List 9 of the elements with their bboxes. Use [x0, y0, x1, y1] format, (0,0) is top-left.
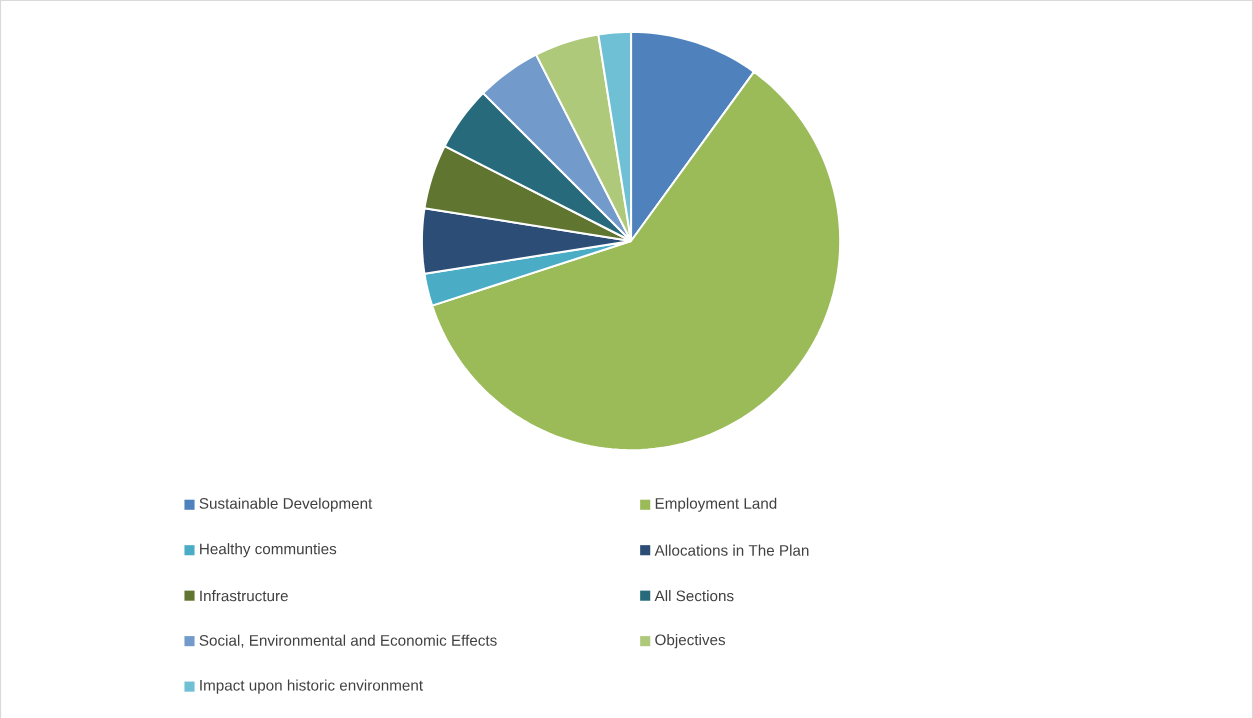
legend-label: Impact upon historic environment [200, 679, 423, 694]
legend-label: Sustainable Development [199, 497, 373, 512]
legend-label: Employment Land [655, 497, 777, 512]
legend-label: Infrastructure [200, 589, 288, 602]
legend-label: Healthy communties [200, 542, 337, 558]
legend-label: Allocations in The Plan [654, 544, 809, 556]
legend-label: All Sections [654, 589, 734, 602]
legend-label: Social, Environmental and Economic Effects [199, 634, 497, 648]
legend-label: Objectives [655, 633, 726, 648]
